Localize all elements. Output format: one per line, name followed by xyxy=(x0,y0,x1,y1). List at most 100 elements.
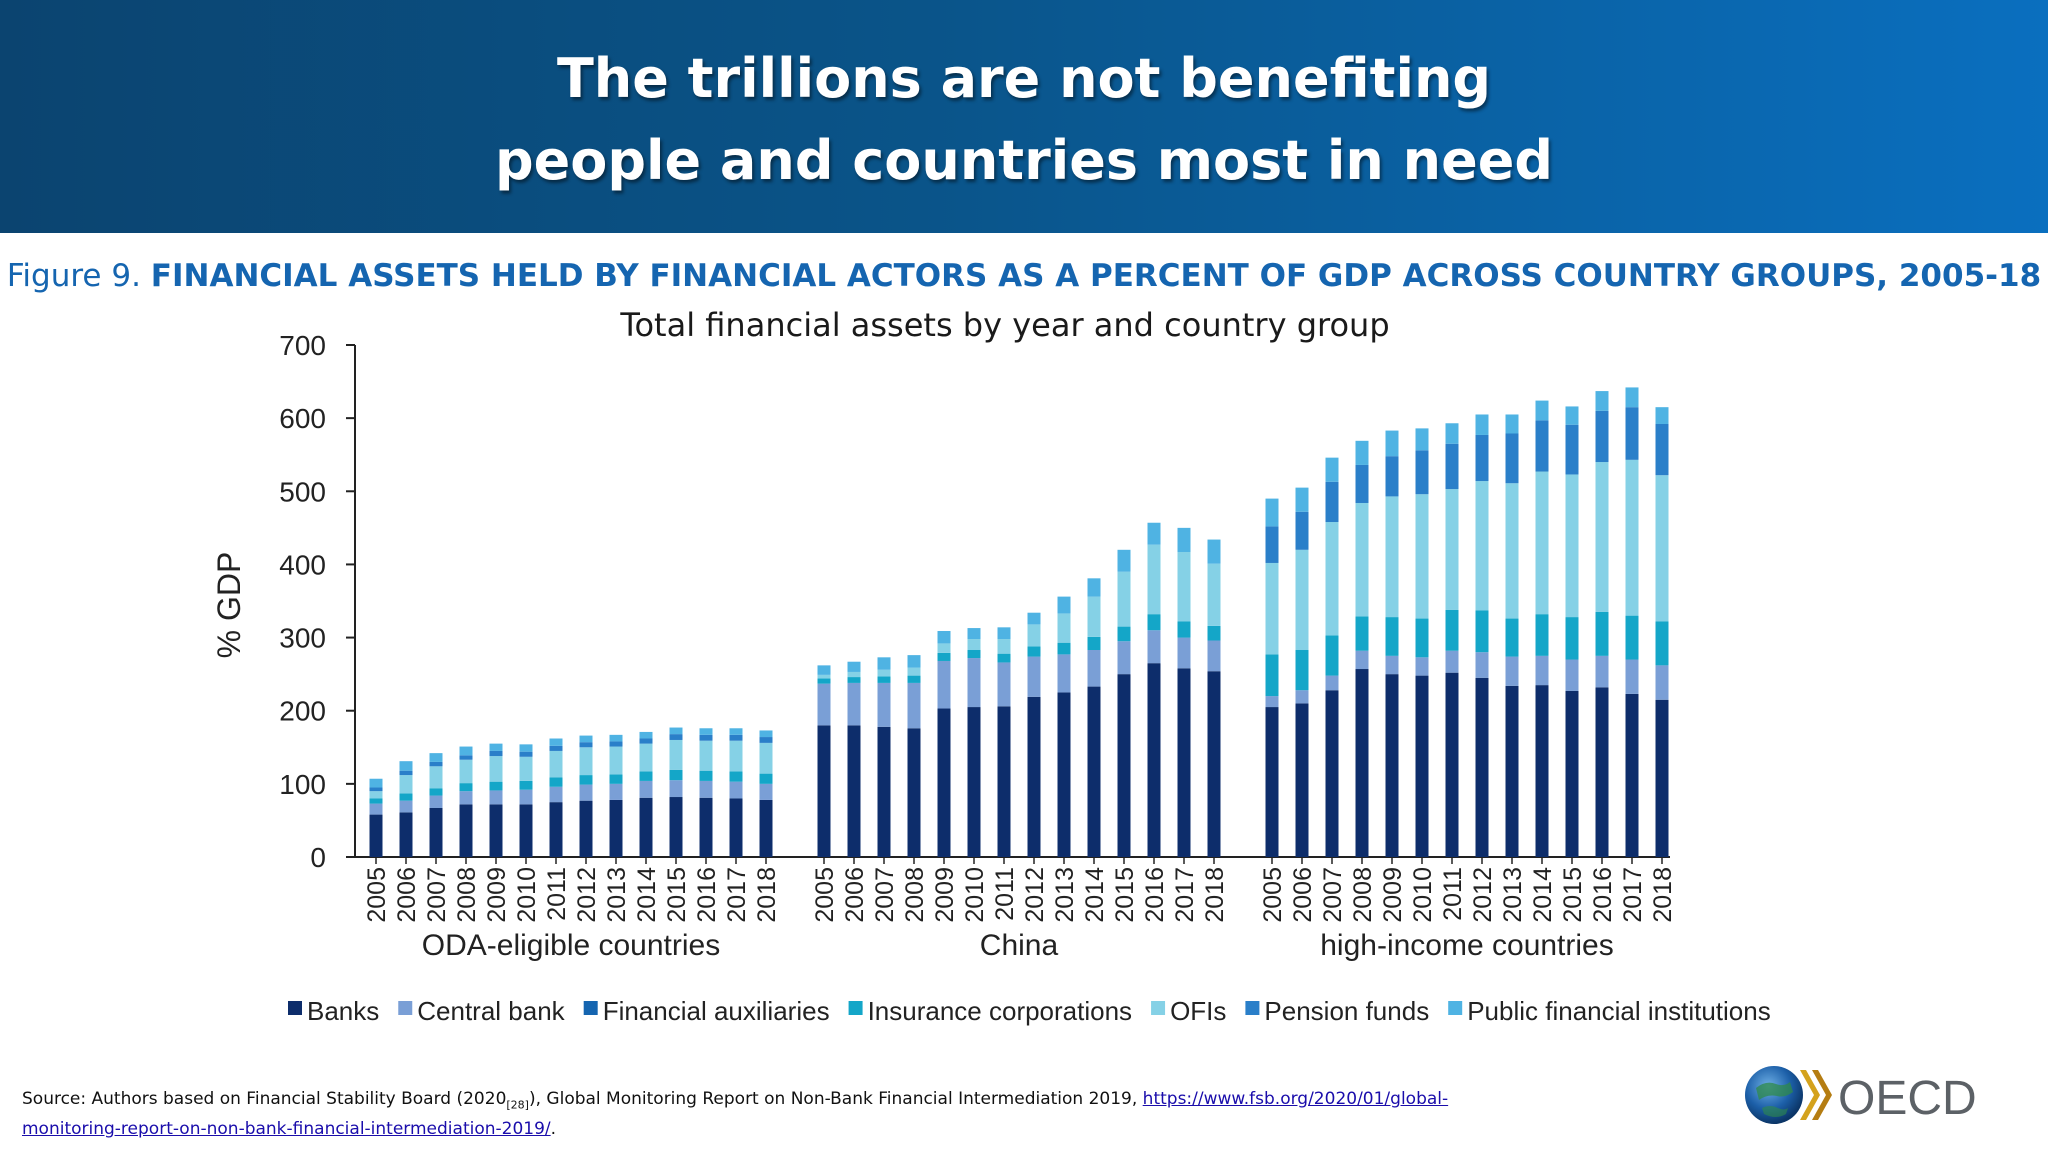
bar-segment xyxy=(1565,474,1579,618)
y-tick-label: 400 xyxy=(279,549,326,580)
bar-segment xyxy=(1207,563,1221,626)
bar-segment xyxy=(729,734,743,741)
bar-segment xyxy=(519,789,533,805)
bar-segment xyxy=(1057,596,1071,614)
bar-segment xyxy=(1355,616,1369,651)
bar-segment xyxy=(1595,687,1609,857)
bar-segment xyxy=(1535,614,1549,656)
bar-segment xyxy=(877,726,891,857)
bar-segment xyxy=(877,657,891,670)
bar-segment xyxy=(1415,450,1429,495)
bar-segment xyxy=(1117,674,1131,857)
x-tick-label: 2011 xyxy=(543,867,571,921)
bar-segment xyxy=(519,756,533,781)
bar-segment xyxy=(459,783,473,792)
bar-segment xyxy=(1087,596,1101,637)
bar-segment xyxy=(1535,655,1549,686)
bar-segment xyxy=(369,798,383,804)
group-label: China xyxy=(980,929,1059,962)
bar-segment xyxy=(1595,655,1609,688)
bar-segment xyxy=(1087,686,1101,857)
bar-segment xyxy=(997,627,1011,640)
bar-segment xyxy=(1595,410,1609,463)
x-tick-label: 2017 xyxy=(723,867,751,923)
bar-segment xyxy=(399,770,413,776)
bar-segment xyxy=(729,781,743,799)
x-tick-label: 2005 xyxy=(363,867,391,923)
x-tick-label: 2008 xyxy=(1349,867,1377,923)
bar-segment xyxy=(1295,703,1309,857)
bar-segment xyxy=(489,743,503,751)
bar-segment xyxy=(907,655,921,668)
bar-segment xyxy=(1475,652,1489,678)
bar-segment xyxy=(1505,618,1519,657)
source-link[interactable]: https://www.fsb.org/2020/01/global-monit… xyxy=(22,1089,1449,1140)
bar-segment xyxy=(639,780,653,798)
bar-segment xyxy=(1415,428,1429,451)
bar-segment xyxy=(429,807,443,857)
bar-segment xyxy=(1565,659,1579,691)
bar-segment xyxy=(1087,650,1101,687)
x-tick-label: 2015 xyxy=(1111,867,1139,923)
x-tick-label: 2015 xyxy=(1559,867,1587,923)
bar-segment xyxy=(699,797,713,857)
bar-segment xyxy=(759,773,773,784)
bar-segment xyxy=(967,639,981,651)
bar-segment xyxy=(549,738,563,746)
bar-segment xyxy=(579,800,593,857)
bar-segment xyxy=(1655,475,1669,622)
bar-segment xyxy=(1595,391,1609,411)
bar-segment xyxy=(1147,522,1161,545)
bar-segment xyxy=(1535,420,1549,472)
bar-segment xyxy=(669,797,683,857)
bar-segment xyxy=(1177,668,1191,857)
bar-segment xyxy=(459,791,473,805)
bar-segment xyxy=(847,671,861,678)
bar-segment xyxy=(1087,636,1101,651)
bar-segment xyxy=(997,653,1011,663)
legend-entry: Pension funds xyxy=(1264,996,1429,1026)
bar-segment xyxy=(1475,414,1489,435)
figure-title: FINANCIAL ASSETS HELD BY FINANCIAL ACTOR… xyxy=(150,258,2042,294)
bar-segment xyxy=(639,731,653,739)
bar-segment xyxy=(1505,656,1519,686)
bar-segment xyxy=(1325,457,1339,482)
x-tick-label: 2012 xyxy=(1469,867,1497,923)
bar-segment xyxy=(1147,544,1161,615)
bar-segment xyxy=(1177,551,1191,622)
bar-segment xyxy=(1385,456,1399,497)
bar-segment xyxy=(907,675,921,683)
x-tick-label: 2008 xyxy=(901,867,929,923)
bar-segment xyxy=(669,734,683,740)
x-tick-label: 2016 xyxy=(693,867,721,923)
bar-segment xyxy=(1027,646,1041,657)
bar-segment xyxy=(369,791,383,799)
bar-segment xyxy=(1147,630,1161,664)
bar-segment xyxy=(1265,696,1279,708)
x-tick-label: 2009 xyxy=(931,867,959,923)
bar-segment xyxy=(1475,434,1489,482)
legend-entry: Public financial institutions xyxy=(1467,996,1771,1026)
bar-segment xyxy=(967,628,981,640)
bar-segment xyxy=(1505,685,1519,857)
legend-entry: Central bank xyxy=(417,996,565,1026)
chart-title: Total financial assets by year and count… xyxy=(620,306,1390,344)
group-label: high-income countries xyxy=(1320,929,1613,962)
bar-segment xyxy=(729,740,743,772)
bar-segment xyxy=(1265,654,1279,697)
group-label: ODA-eligible countries xyxy=(422,929,720,962)
x-tick-label: 2014 xyxy=(1529,867,1557,923)
source-middle: ), Global Monitoring Report on Non-Bank … xyxy=(528,1089,1143,1109)
bar-segment xyxy=(1445,423,1459,444)
figure-number: Figure 9. xyxy=(6,258,141,294)
legend-swatch xyxy=(1151,1001,1166,1015)
bar-segment xyxy=(817,665,831,675)
bar-segment xyxy=(817,678,831,684)
oecd-chevrons-icon xyxy=(1800,1070,1832,1120)
bar-segment xyxy=(1355,464,1369,503)
bar-segment xyxy=(847,677,861,683)
bar-segment xyxy=(429,753,443,762)
bar-segment xyxy=(639,738,653,744)
bar-segment xyxy=(639,771,653,781)
page-title-line-1: The trillions are not benefiting xyxy=(556,47,1492,110)
